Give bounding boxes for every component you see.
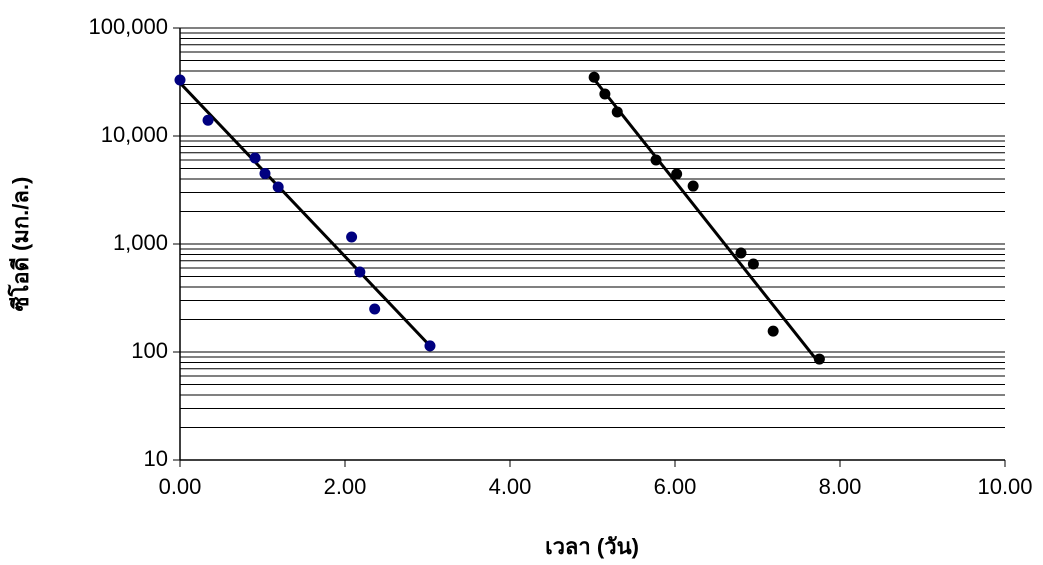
point [767,325,779,337]
y-tick-label: 10 [144,446,168,471]
point [650,154,662,166]
point [174,74,186,86]
point [249,152,261,164]
point [369,303,381,315]
point [272,181,284,193]
y-tick-label: 100,000 [88,14,168,39]
trendline [178,81,432,347]
y-tick-label: 1,000 [113,230,168,255]
point [346,231,358,243]
point [599,88,611,100]
y-tick-label: 100 [131,338,168,363]
y-axis-title: ซีโอดี (มก./ล.) [7,177,33,312]
point [747,258,759,270]
y-tick-label: 10,000 [101,122,168,147]
point [424,340,436,352]
point [611,106,623,118]
point [671,168,683,180]
trendline [591,76,819,363]
point [813,353,825,365]
point [687,180,699,192]
point [735,247,747,259]
point [259,167,271,179]
x-tick-label: 8.00 [819,474,862,499]
x-tick-label: 6.00 [654,474,697,499]
x-tick-label: 0.00 [159,474,202,499]
x-tick-label: 4.00 [489,474,532,499]
x-tick-label: 2.00 [324,474,367,499]
x-tick-label: 10.00 [977,474,1032,499]
point [202,114,214,126]
point [354,266,366,278]
point [588,71,600,83]
x-axis-title: เวลา (วัน) [545,534,639,559]
